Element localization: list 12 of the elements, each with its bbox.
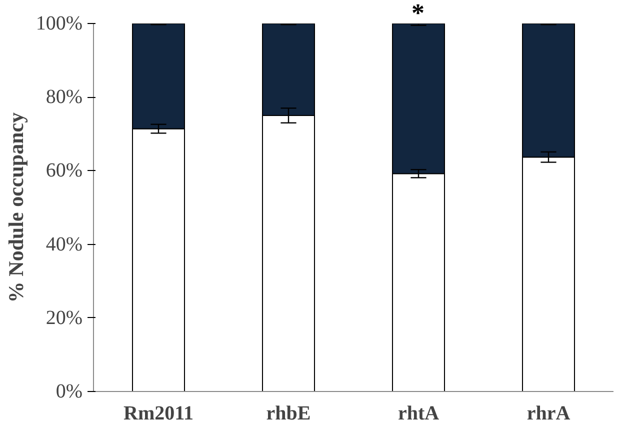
y-tick-label: 0% (56, 380, 83, 402)
y-tick-label: 80% (46, 86, 83, 108)
x-tick-label: rhtA (398, 402, 440, 424)
annotation: * (412, 0, 424, 28)
x-tick-label: Rm2011 (124, 402, 194, 424)
x-tick-label: rhrA (526, 402, 571, 424)
x-tick-label: rhbE (266, 402, 311, 424)
y-tick-label: 20% (46, 306, 83, 329)
y-tick-label: 60% (46, 160, 83, 182)
y-tick-label: 40% (46, 233, 83, 256)
y-axis-title: % Nodule occupancy (4, 112, 28, 303)
y-tick-label: 100% (36, 12, 83, 34)
